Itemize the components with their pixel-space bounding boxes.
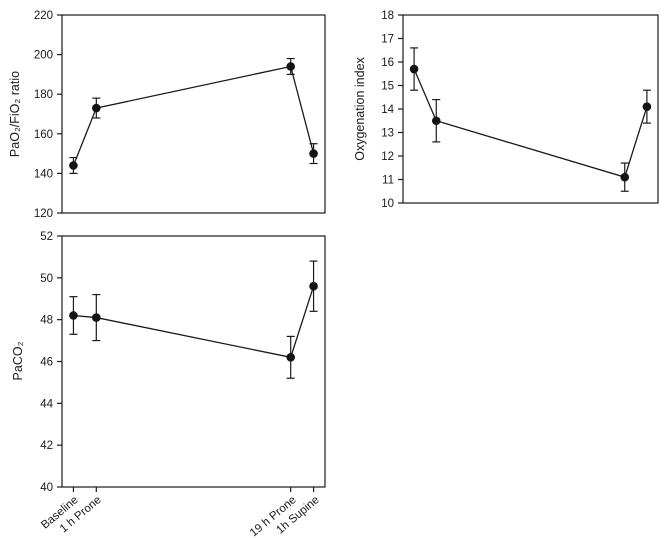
data-point [309,149,318,158]
plot-box [402,14,659,204]
data-point [69,311,78,320]
y-tick-label: 10 [381,198,394,210]
data-point [431,116,441,126]
y-tick-label: 50 [40,273,53,285]
plot-box [61,235,326,488]
series-line [73,286,315,359]
y-tick-label: 14 [381,104,394,116]
y-axis-label-pao2-fio2-ratio: PaO₂/FiO₂ ratio [8,70,22,158]
series-line [413,68,648,178]
data-point [92,103,101,113]
y-tick-label: 52 [40,231,53,243]
data-point [642,102,652,111]
data-point [286,62,295,71]
y-tick-label: 44 [40,398,53,410]
y-tick-label: 18 [381,10,394,22]
panel-pao2-fio2-ratio: 120 140 160 180 200 220 [34,10,326,220]
data-point [69,161,78,170]
panel-oxygenation-index: 10 11 12 13 14 15 16 17 18 [381,10,659,210]
data-point [409,64,419,74]
y-tick-label: 42 [40,440,53,452]
y-tick-label: 48 [40,315,53,327]
y-tick-label: 180 [34,89,53,101]
y-tick-label: 11 [382,175,394,187]
panel-paco2: 40 42 44 46 48 50 52 [40,231,326,494]
series-line [72,65,315,166]
y-tick-label: 12 [381,151,394,163]
y-axis-label-oxygenation-index: Oxygenation index [353,57,367,161]
y-tick-label: 220 [34,10,53,22]
y-tick-label: 160 [34,129,53,141]
y-tick-label: 40 [40,482,53,494]
plot-box [61,14,326,214]
y-axis-label-paco2: PaCO₂ [11,341,25,381]
data-point [92,313,101,322]
y-tick-label: 17 [381,34,394,46]
y-tick-label: 200 [34,50,53,62]
y-tick-label: 16 [381,57,394,69]
y-tick-label: 13 [381,128,394,140]
data-point [286,353,295,362]
data-point [620,172,630,182]
y-tick-label: 140 [34,168,53,180]
y-tick-label: 15 [381,81,394,93]
data-point [309,281,318,291]
y-tick-label: 120 [34,208,53,220]
y-tick-label: 46 [40,357,53,369]
